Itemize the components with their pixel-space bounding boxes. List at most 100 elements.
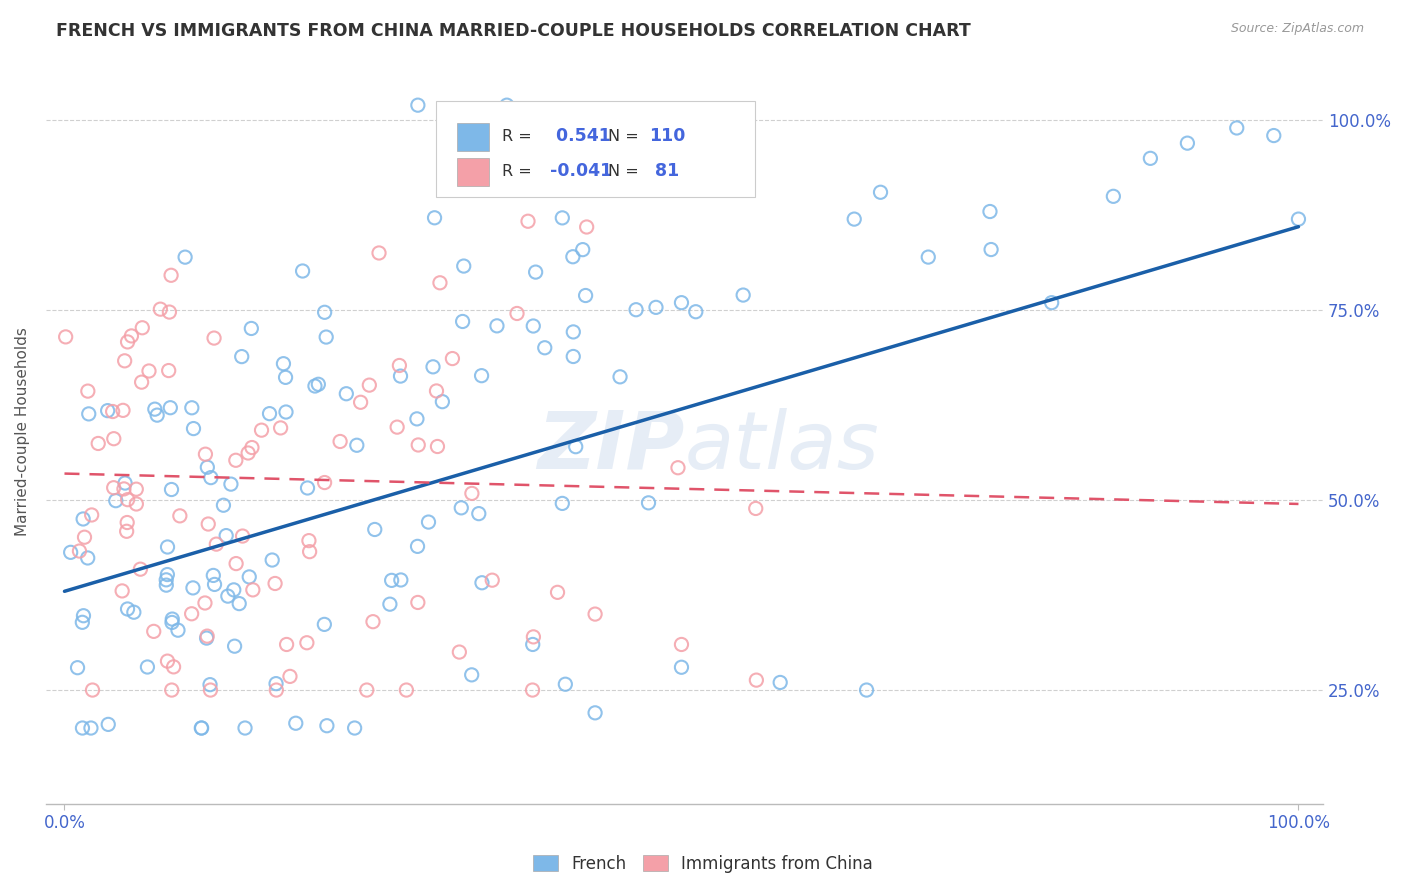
Point	[69, 544, 91, 558]
Point	[503, 157, 526, 171]
Point	[274, 405, 297, 419]
Point	[262, 553, 284, 567]
Point	[238, 570, 260, 584]
Point	[645, 301, 668, 315]
Point	[522, 683, 544, 698]
Point	[406, 412, 429, 426]
Point	[242, 582, 264, 597]
Point	[343, 721, 366, 735]
Point	[980, 243, 1002, 257]
Point	[157, 305, 180, 319]
Point	[406, 438, 429, 452]
Point	[422, 359, 444, 374]
Point	[423, 211, 446, 225]
Point	[349, 395, 371, 409]
Point	[468, 507, 491, 521]
Point	[131, 320, 153, 334]
Point	[562, 350, 585, 364]
Point	[571, 243, 593, 257]
Text: atlas: atlas	[685, 408, 879, 485]
Point	[190, 721, 212, 735]
Point	[561, 250, 583, 264]
Point	[637, 496, 659, 510]
Point	[114, 354, 136, 368]
Point	[659, 124, 682, 138]
Point	[314, 475, 336, 490]
Point	[72, 512, 94, 526]
Text: FRENCH VS IMMIGRANTS FROM CHINA MARRIED-COUPLE HOUSEHOLDS CORRELATION CHART: FRENCH VS IMMIGRANTS FROM CHINA MARRIED-…	[56, 22, 972, 40]
Point	[385, 420, 408, 434]
Point	[259, 407, 281, 421]
Point	[418, 515, 440, 529]
Point	[432, 394, 454, 409]
Point	[522, 637, 544, 651]
Point	[97, 403, 120, 417]
Point	[117, 492, 139, 507]
Point	[855, 683, 877, 698]
Point	[120, 329, 142, 343]
Point	[115, 516, 138, 530]
Point	[554, 677, 576, 691]
Point	[270, 421, 292, 435]
Point	[157, 363, 180, 377]
Point	[160, 683, 183, 698]
Point	[671, 638, 693, 652]
Point	[1139, 152, 1161, 166]
Point	[485, 318, 508, 333]
Point	[97, 717, 120, 731]
Point	[162, 660, 184, 674]
Point	[198, 678, 221, 692]
Point	[76, 384, 98, 398]
Point	[103, 481, 125, 495]
Point	[87, 436, 110, 450]
Point	[562, 325, 585, 339]
Point	[461, 486, 484, 500]
Y-axis label: Married-couple Households: Married-couple Households	[15, 327, 30, 536]
Point	[233, 721, 256, 735]
Point	[167, 623, 190, 637]
Point	[138, 364, 160, 378]
Point	[228, 597, 250, 611]
Point	[769, 675, 792, 690]
Point	[335, 386, 357, 401]
Text: N =: N =	[607, 164, 638, 178]
Point	[481, 573, 503, 587]
Point	[1263, 128, 1285, 143]
Point	[125, 497, 148, 511]
Point	[278, 669, 301, 683]
Text: ZIP: ZIP	[537, 408, 685, 485]
FancyBboxPatch shape	[457, 158, 489, 186]
Point	[460, 668, 482, 682]
Text: 81: 81	[648, 162, 679, 180]
Point	[291, 264, 314, 278]
Point	[155, 573, 177, 587]
Point	[356, 683, 378, 698]
Point	[117, 602, 139, 616]
Point	[197, 516, 219, 531]
Point	[160, 615, 183, 630]
Point	[329, 434, 352, 449]
Point	[195, 629, 218, 643]
Point	[142, 624, 165, 639]
Point	[231, 350, 253, 364]
Point	[406, 540, 429, 554]
Text: R =: R =	[502, 164, 537, 178]
Point	[160, 483, 183, 497]
Point	[104, 493, 127, 508]
Point	[298, 533, 321, 548]
Point	[101, 404, 124, 418]
Point	[395, 683, 418, 698]
Point	[298, 544, 321, 558]
Point	[389, 369, 412, 384]
Point	[200, 470, 222, 484]
Point	[745, 501, 768, 516]
FancyBboxPatch shape	[457, 123, 489, 151]
Point	[583, 607, 606, 621]
Point	[471, 368, 494, 383]
Point	[72, 721, 94, 735]
Point	[273, 357, 295, 371]
Text: -0.041: -0.041	[551, 162, 613, 180]
Point	[195, 460, 218, 475]
Point	[66, 661, 89, 675]
Text: N =: N =	[607, 128, 638, 144]
